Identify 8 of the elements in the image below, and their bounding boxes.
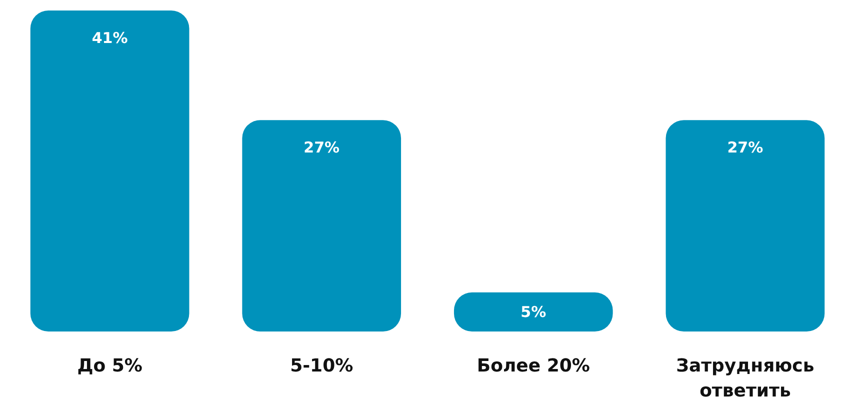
x-tick-label: Затрудняюсь ответить	[676, 356, 814, 402]
data-label: 27%	[304, 138, 340, 156]
x-tick-label: До 5%	[77, 356, 142, 376]
x-tick-label: Более 20%	[476, 356, 590, 376]
x-tick-label: 5-10%	[290, 356, 354, 376]
data-label: 27%	[727, 138, 764, 156]
data-label: 41%	[92, 28, 128, 47]
data-label: 5%	[520, 302, 546, 321]
